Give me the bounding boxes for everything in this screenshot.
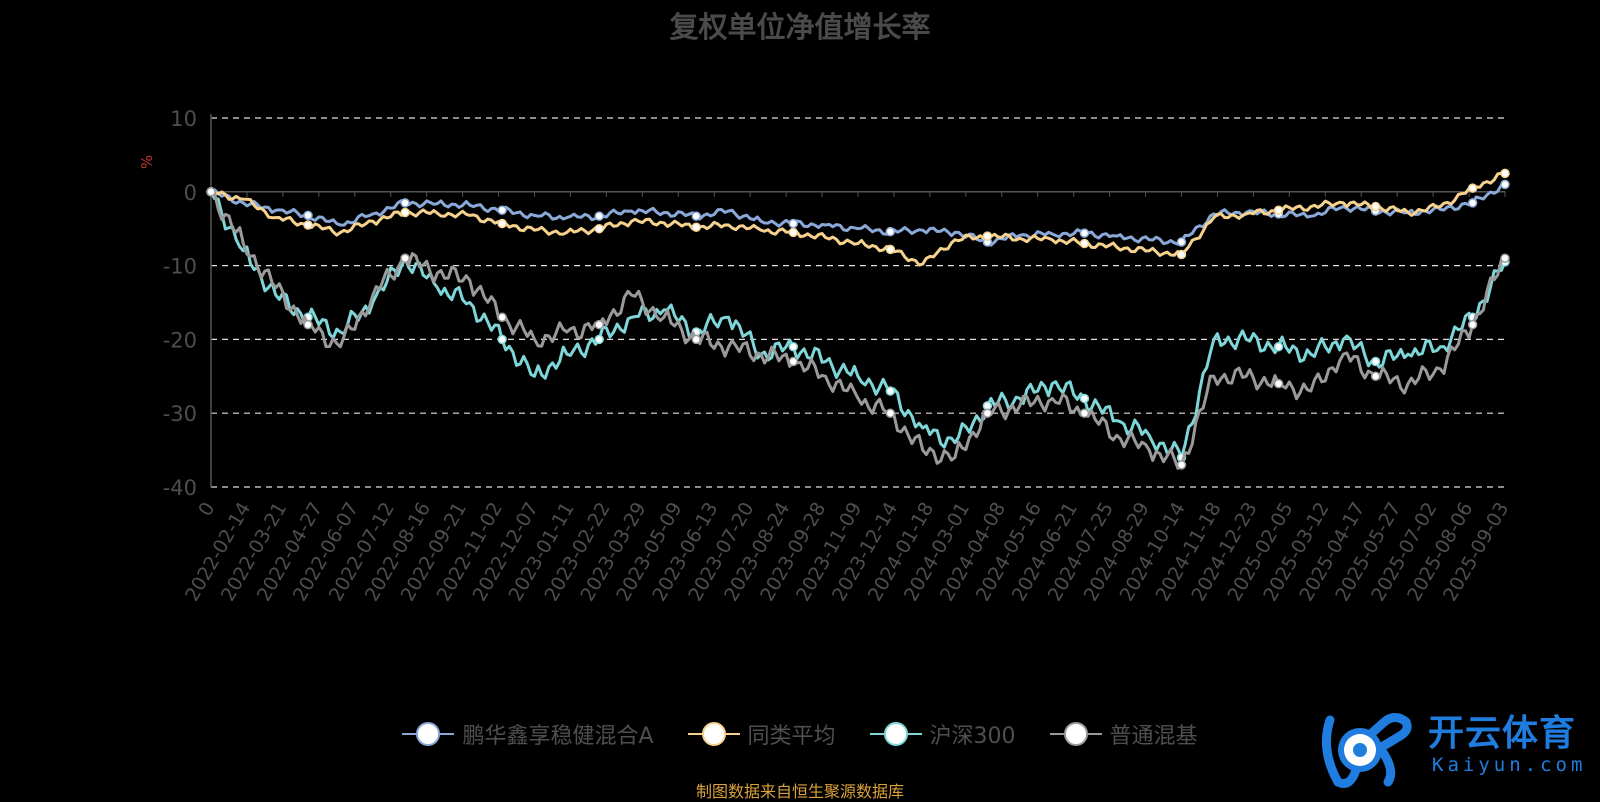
data-point bbox=[1176, 237, 1187, 247]
data-point bbox=[982, 408, 993, 418]
data-point bbox=[1467, 183, 1478, 193]
data-point bbox=[303, 220, 313, 230]
data-point bbox=[594, 334, 604, 345]
grid-layer bbox=[211, 117, 1505, 488]
data-point bbox=[1467, 319, 1478, 330]
y-tick-label: 0 bbox=[184, 181, 197, 205]
legend-item[interactable]: 同类平均 bbox=[687, 718, 836, 750]
legend-item[interactable]: 沪深300 bbox=[869, 718, 1016, 750]
data-point bbox=[303, 210, 313, 221]
y-tick-label: -30 bbox=[163, 402, 197, 426]
data-point bbox=[400, 253, 410, 263]
legend-marker-icon bbox=[402, 721, 455, 747]
data-point bbox=[1500, 168, 1510, 179]
data-point bbox=[303, 319, 313, 330]
data-point bbox=[497, 334, 507, 345]
data-point bbox=[788, 227, 799, 238]
data-point bbox=[691, 222, 701, 232]
legend-label: 同类平均 bbox=[747, 724, 836, 749]
legend-label: 普通混基 bbox=[1109, 724, 1198, 749]
data-point bbox=[206, 187, 216, 197]
y-axis-label: % bbox=[138, 155, 156, 169]
y-tick-label: -20 bbox=[163, 328, 197, 352]
data-point bbox=[1370, 201, 1381, 212]
y-tick-label: -40 bbox=[163, 476, 197, 500]
legend: 鹏华鑫享稳健混合A 同类平均 沪深300 普通混基 bbox=[0, 718, 1600, 750]
y-tick-label: 10 bbox=[170, 107, 197, 131]
data-point bbox=[1079, 393, 1090, 404]
data-point bbox=[400, 198, 410, 208]
legend-marker-icon bbox=[687, 721, 740, 747]
data-point bbox=[1079, 408, 1090, 418]
data-point bbox=[885, 226, 896, 237]
legend-marker-icon bbox=[1049, 721, 1102, 747]
data-point bbox=[1273, 378, 1284, 389]
data-point bbox=[885, 408, 896, 418]
data-point bbox=[594, 319, 604, 330]
series-layer bbox=[206, 168, 1510, 470]
logo-subtext: Kaiyun.com bbox=[1432, 754, 1587, 776]
data-point bbox=[497, 218, 507, 229]
series-line-0 bbox=[210, 182, 1506, 247]
data-point bbox=[1273, 342, 1284, 352]
data-point bbox=[400, 207, 410, 218]
data-point bbox=[691, 211, 701, 221]
data-point bbox=[594, 211, 604, 221]
series-line-2 bbox=[209, 191, 1507, 459]
data-point bbox=[1370, 371, 1381, 382]
data-point bbox=[885, 386, 896, 396]
legend-item[interactable]: 鹏华鑫享稳健混合A bbox=[402, 718, 654, 750]
axis-layer: 100-10-20-30-4002022-02-142022-03-212022… bbox=[163, 107, 1514, 605]
data-point bbox=[1176, 249, 1187, 260]
data-point bbox=[691, 334, 701, 345]
data-point bbox=[497, 312, 507, 323]
legend-item[interactable]: 普通混基 bbox=[1049, 718, 1198, 750]
data-point bbox=[788, 356, 799, 367]
data-point bbox=[1079, 238, 1090, 249]
data-point bbox=[594, 223, 604, 234]
data-point bbox=[788, 342, 799, 352]
data-point bbox=[1467, 198, 1478, 208]
logo-text: 开云体育 bbox=[1428, 713, 1577, 754]
x-tick-label: 0 bbox=[194, 499, 219, 520]
y-tick-label: -10 bbox=[163, 255, 197, 279]
data-point bbox=[1079, 228, 1090, 238]
data-point bbox=[885, 244, 896, 255]
data-point bbox=[1500, 179, 1510, 190]
legend-marker-icon bbox=[869, 721, 922, 747]
data-point bbox=[1500, 253, 1510, 263]
series-line-3 bbox=[210, 190, 1506, 470]
data-point bbox=[982, 231, 993, 241]
data-point bbox=[1370, 356, 1381, 367]
series-line-1 bbox=[210, 171, 1506, 267]
data-point bbox=[1176, 460, 1187, 470]
chart-title: 复权单位净值增长率 bbox=[669, 10, 931, 44]
legend-label: 鹏华鑫享稳健混合A bbox=[462, 724, 654, 749]
data-point bbox=[1273, 205, 1284, 215]
data-point bbox=[788, 218, 799, 229]
legend-label: 沪深300 bbox=[929, 724, 1016, 749]
data-point bbox=[497, 205, 507, 215]
kaiyun-logo bbox=[1321, 713, 1412, 788]
source-note: 制图数据来自恒生聚源数据库 bbox=[695, 782, 904, 801]
